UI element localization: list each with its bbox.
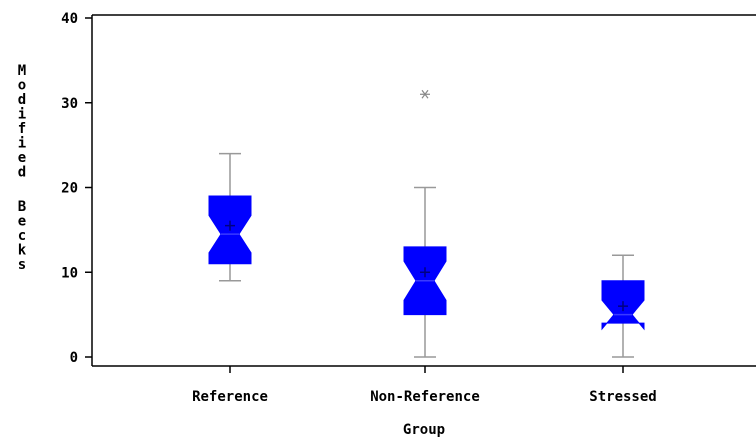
boxes (208, 89, 645, 358)
y-axis-title-char: e (18, 214, 26, 230)
y-axis-title-char: e (18, 150, 26, 166)
y-tick-label: 30 (61, 96, 78, 112)
x-axis: Reference Non-Reference Stressed (92, 365, 756, 405)
y-tick-label: 0 (70, 350, 78, 366)
y-axis: 0 10 20 30 40 (61, 11, 756, 366)
outlier-marker (421, 89, 429, 99)
box-group (601, 254, 645, 358)
y-axis-title-char: M (18, 63, 26, 79)
y-tick-label: 10 (61, 265, 78, 281)
box-group (208, 152, 252, 282)
y-tick-label: 40 (61, 11, 78, 27)
y-axis-title-char: o (18, 78, 26, 94)
y-axis-title-char: d (18, 165, 26, 181)
box-group (403, 89, 447, 358)
y-axis-title-char: f (18, 121, 26, 137)
x-tick-label: Non-Reference (370, 389, 480, 405)
x-axis-title: Group (403, 422, 445, 438)
y-axis-title-char: s (18, 257, 26, 273)
x-tick-label: Reference (192, 389, 268, 405)
y-tick-label: 20 (61, 181, 78, 197)
y-axis-title-char: k (18, 243, 27, 259)
x-tick-label: Stressed (589, 389, 656, 405)
y-axis-title-char: B (18, 199, 26, 215)
y-axis-title-char: c (18, 228, 26, 244)
y-axis-title-char: i (18, 107, 26, 123)
y-axis-title-char: i (18, 136, 26, 152)
y-axis-title-char: d (18, 92, 26, 108)
